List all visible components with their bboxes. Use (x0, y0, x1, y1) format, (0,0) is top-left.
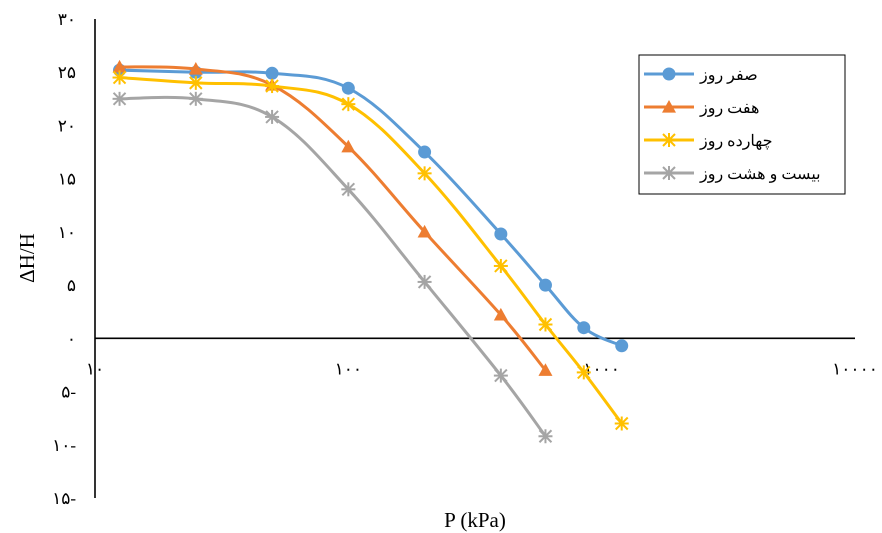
x-tick-label: ۱۰۰۰ (583, 359, 620, 378)
series-line-seven-days (119, 65, 547, 372)
data-point-zero-days (341, 81, 355, 95)
data-point-zero-days (418, 145, 432, 159)
series-twenty-eight-days (112, 91, 553, 444)
data-point-seven-days (538, 363, 553, 376)
data-point-twenty-eight-days (265, 109, 280, 124)
data-point-fourteen-days (417, 166, 432, 181)
data-point-fourteen-days (112, 70, 127, 85)
data-point-seven-days (188, 62, 203, 75)
legend-swatch-marker (662, 133, 676, 147)
series-fourteen-days (112, 70, 629, 431)
series-zero-days (113, 63, 629, 353)
y-tick-label: ۵- (61, 383, 76, 402)
legend-label: بیست و هشت روز (699, 166, 821, 183)
legend-item-seven-days: هفت روز (644, 100, 759, 117)
data-point-twenty-eight-days (341, 182, 356, 197)
y-tick-label: ۱۵ (58, 170, 76, 189)
data-point-zero-days (494, 227, 508, 241)
legend-item-twenty-eight-days: بیست و هشت روز (644, 166, 821, 183)
data-point-seven-days (341, 139, 356, 153)
y-tick-label: ۱۵- (52, 489, 76, 508)
legend-item-fourteen-days: چهارده روز (644, 133, 773, 150)
y-tick-label: ۲۰ (58, 116, 76, 135)
legend-label: صفر روز (699, 67, 758, 84)
legend-swatch-marker (662, 100, 676, 113)
data-point-zero-days (265, 66, 279, 80)
data-point-twenty-eight-days (493, 368, 508, 383)
x-tick-label: ۱۰ (86, 359, 104, 378)
data-point-zero-days (615, 339, 629, 353)
data-point-twenty-eight-days (538, 429, 553, 444)
data-point-fourteen-days (188, 75, 203, 90)
data-point-fourteen-days (538, 317, 553, 332)
legend: صفر روز هفت روز چهارده روز بیست و هشت روز (638, 54, 846, 195)
data-point-seven-days (112, 59, 127, 73)
data-point-fourteen-days (265, 79, 280, 94)
data-point-twenty-eight-days (417, 274, 432, 289)
legend-label: چهارده روز (699, 133, 773, 150)
x-tick-label: ۱۰۰ (335, 359, 362, 378)
data-point-seven-days (493, 307, 508, 321)
data-point-zero-days (577, 321, 591, 335)
data-point-fourteen-days (493, 258, 508, 273)
y-tick-label: ۱۰ (58, 223, 76, 242)
data-point-seven-days (417, 224, 432, 238)
y-tick-label: ۰ (67, 329, 76, 348)
data-point-twenty-eight-days (188, 91, 203, 106)
x-tick-label: ۱۰۰۰۰ (832, 359, 878, 378)
legend-swatch-marker (662, 166, 676, 180)
legend-swatch-marker (662, 67, 676, 81)
y-tick-label: ۲۵ (58, 63, 76, 82)
data-point-zero-days (538, 278, 552, 292)
y-tick-label: ۳۰ (58, 10, 76, 29)
y-axis-title: ΔH/H (15, 233, 39, 283)
x-axis-title: P (kPa) (444, 508, 506, 532)
y-tick-label: ۵ (67, 276, 76, 295)
data-point-fourteen-days (341, 97, 356, 112)
data-point-fourteen-days (614, 416, 629, 431)
data-point-fourteen-days (576, 365, 591, 380)
legend-label: هفت روز (699, 100, 759, 117)
legend-item-zero-days: صفر روز (644, 67, 758, 84)
series-line-twenty-eight-days (119, 95, 547, 438)
series-line-zero-days (119, 68, 623, 348)
y-tick-label: ۱۰- (52, 436, 76, 455)
data-point-twenty-eight-days (112, 91, 127, 106)
